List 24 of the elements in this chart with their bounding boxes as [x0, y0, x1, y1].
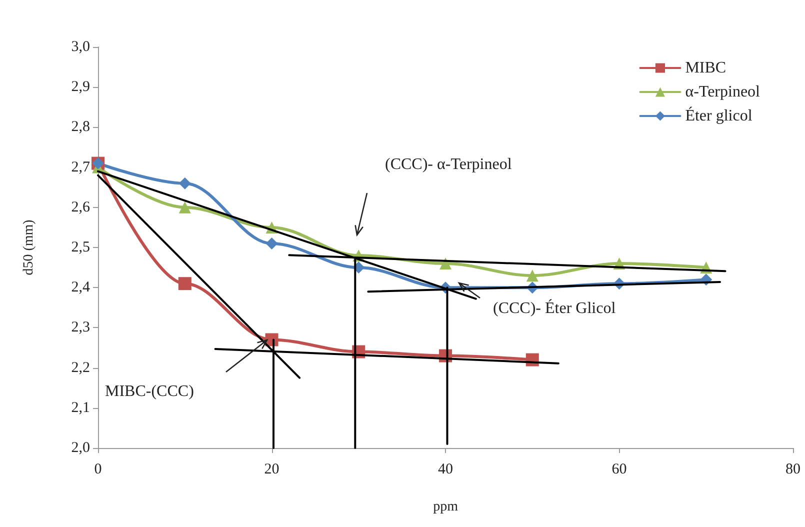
- y-axis-title: d50 (mm): [22, 219, 36, 276]
- y-tick-label: 2,4: [71, 280, 90, 296]
- x-tick-label: 60: [612, 462, 627, 478]
- legend-label: α-Terpineol: [685, 84, 761, 100]
- y-tick-label: 2,0: [71, 440, 90, 456]
- x-axis-title: ppm: [433, 500, 458, 514]
- legend-label: Éter glicol: [685, 106, 753, 124]
- y-tick-label: 2,8: [71, 119, 90, 136]
- y-tick-label: 2,5: [71, 240, 90, 256]
- y-tick-label: 2,3: [71, 320, 90, 336]
- y-tick-label: 3,0: [71, 39, 90, 55]
- y-tick-label: 2,2: [71, 360, 90, 376]
- y-tick-label: 2,1: [71, 400, 90, 416]
- annotation: MIBC-(CCC): [105, 383, 194, 401]
- annotation: (CCC)- α-Terpineol: [385, 156, 512, 174]
- legend-label: MIBC: [685, 60, 726, 76]
- annotation: (CCC)- Éter Glicol: [493, 300, 616, 318]
- y-tick-label: 2,7: [71, 159, 90, 176]
- x-tick-label: 80: [786, 462, 800, 478]
- y-tick-label: 2,6: [71, 199, 90, 216]
- x-tick-label: 40: [438, 462, 453, 478]
- x-tick-label: 20: [264, 462, 280, 478]
- y-tick-label: 2,9: [71, 79, 90, 96]
- x-tick-label: 0: [94, 462, 102, 478]
